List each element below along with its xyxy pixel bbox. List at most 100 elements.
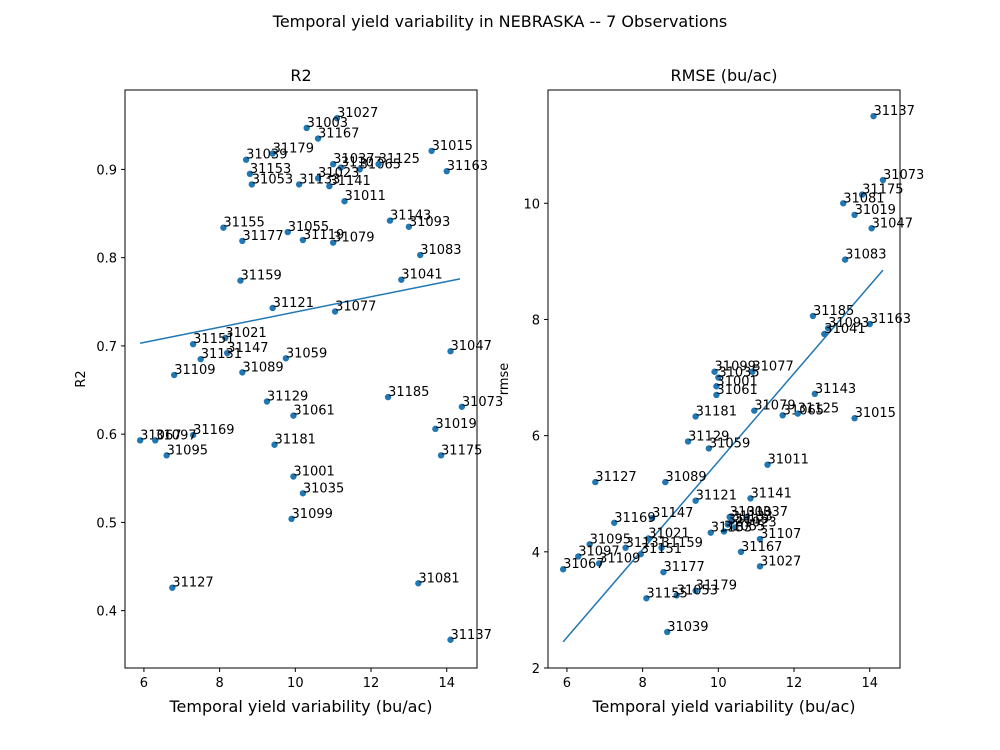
y-tick-label: 0.4: [96, 605, 117, 620]
data-point: [711, 368, 718, 375]
x-tick-label: 14: [438, 676, 455, 691]
point-label: 31127: [172, 576, 213, 591]
data-point: [692, 413, 699, 420]
data-point: [559, 566, 567, 573]
point-label: 31147: [227, 341, 268, 356]
data-point: [432, 425, 439, 433]
panel-title: RMSE (bu/ac): [670, 66, 777, 85]
point-label: 31131: [626, 536, 667, 551]
data-point: [136, 437, 144, 444]
data-point: [673, 592, 680, 599]
data-point: [189, 431, 197, 439]
point-label: 31001: [716, 374, 757, 389]
point-label: 31011: [768, 453, 809, 468]
data-point: [169, 584, 176, 591]
data-point: [398, 276, 405, 283]
x-tick-label: 8: [215, 676, 223, 691]
data-point: [263, 398, 271, 405]
data-point: [866, 320, 873, 328]
y-tick-label: 0.7: [96, 340, 117, 355]
figure-suptitle: Temporal yield variability in NEBRASKA -…: [272, 12, 728, 31]
data-point: [405, 223, 413, 230]
data-point: [858, 191, 866, 198]
x-tick-label: 10: [287, 676, 304, 691]
point-label: 31041: [401, 268, 442, 283]
point-label: 31141: [329, 174, 370, 189]
point-label: 31167: [318, 127, 359, 142]
data-point: [870, 112, 877, 120]
point-label: 31175: [862, 183, 903, 198]
y-tick-label: 2: [532, 662, 540, 677]
point-label: 31143: [815, 382, 856, 397]
y-tick-label: 0.9: [96, 163, 117, 178]
data-point: [707, 529, 714, 536]
data-point: [428, 147, 435, 155]
axes-frame: [124, 89, 478, 669]
point-label: 31155: [223, 216, 264, 231]
point-label: 31177: [663, 560, 704, 575]
data-point: [386, 217, 394, 224]
data-point: [329, 160, 337, 168]
point-label: 31169: [614, 511, 655, 526]
data-point: [868, 225, 875, 232]
point-label: 31181: [275, 433, 316, 448]
data-point: [809, 312, 817, 320]
data-point: [437, 452, 445, 459]
data-point: [163, 452, 170, 459]
data-point: [303, 124, 310, 132]
x-axis-label: Temporal yield variability (bu/ac): [169, 697, 433, 716]
data-point: [851, 211, 858, 219]
point-label: 31131: [201, 347, 242, 362]
data-point: [290, 412, 297, 419]
data-point: [779, 412, 786, 419]
data-point: [415, 580, 422, 587]
data-point: [713, 391, 720, 399]
x-tick-label: 14: [861, 676, 878, 691]
point-label: 31177: [242, 229, 283, 244]
data-point: [648, 514, 656, 522]
data-point: [811, 390, 819, 398]
panel-title: R2: [290, 66, 311, 85]
point-label: 31163: [447, 159, 488, 174]
point-label: 31059: [709, 436, 750, 451]
point-label: 31003: [307, 116, 348, 131]
point-label: 31077: [335, 299, 376, 314]
data-point: [375, 160, 382, 168]
y-tick-label: 8: [532, 313, 540, 328]
point-label: 31059: [286, 346, 327, 361]
data-point: [290, 473, 297, 480]
point-label: 31021: [648, 526, 689, 541]
point-label: 31093: [409, 215, 450, 230]
data-point: [447, 636, 454, 643]
data-point: [295, 181, 303, 188]
data-point: [724, 521, 731, 528]
point-label: 31155: [646, 586, 687, 601]
point-label: 31109: [174, 363, 215, 378]
data-point: [152, 437, 159, 444]
data-point: [684, 438, 692, 445]
data-point: [246, 170, 254, 178]
data-point: [239, 369, 246, 376]
point-label: 31011: [345, 189, 386, 204]
data-point: [749, 368, 756, 375]
data-point: [417, 251, 424, 259]
point-label: 31055: [724, 519, 765, 534]
point-label: 31073: [883, 168, 924, 183]
point-label: 31175: [441, 443, 482, 458]
r2-panel: R2 6 8 10 12 14 0.4 0.5 0.6 0.7 0.8 0.9 Temporal yie…: [74, 66, 503, 716]
data-point: [331, 308, 339, 315]
point-label: 31083: [845, 248, 886, 263]
data-point: [284, 228, 291, 236]
data-point: [242, 156, 250, 163]
point-label: 31099: [292, 507, 333, 522]
data-point: [269, 304, 276, 312]
point-label: 31169: [193, 423, 234, 438]
data-point: [764, 461, 771, 468]
data-point: [220, 224, 227, 231]
point-label: 31151: [193, 332, 234, 347]
point-label: 31061: [293, 404, 334, 419]
point-label: 31079: [333, 231, 374, 246]
point-label: 31129: [688, 429, 729, 444]
data-point: [189, 340, 197, 348]
